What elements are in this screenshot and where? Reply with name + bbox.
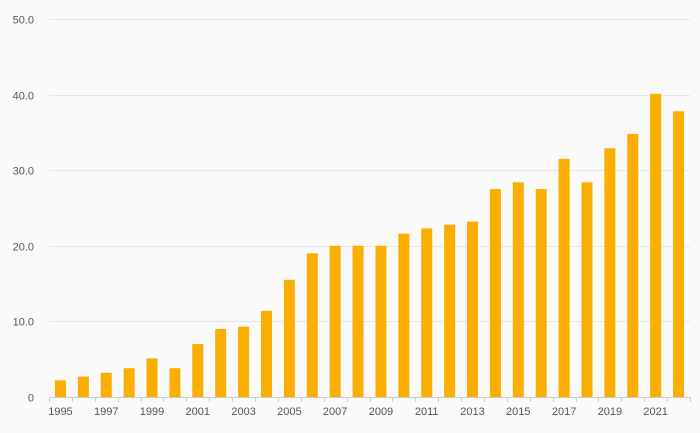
gridlines bbox=[49, 19, 690, 322]
y-tick-label: 40.0 bbox=[13, 91, 34, 103]
bar bbox=[306, 253, 318, 397]
y-tick-label: 30.0 bbox=[13, 166, 34, 178]
bar bbox=[192, 344, 204, 397]
bar bbox=[169, 368, 181, 397]
x-tick-label: 2009 bbox=[369, 406, 393, 418]
x-axis bbox=[49, 397, 691, 402]
x-tick-label: 2001 bbox=[186, 406, 210, 418]
x-tick-label: 2015 bbox=[506, 406, 530, 418]
x-tick-label: 2021 bbox=[643, 406, 667, 418]
x-tick-label: 2017 bbox=[552, 406, 576, 418]
y-tick-label: 10.0 bbox=[13, 317, 34, 329]
bar bbox=[673, 111, 685, 397]
x-tick-label: 1997 bbox=[94, 406, 118, 418]
y-tick-label: 0 bbox=[28, 393, 34, 405]
bar bbox=[146, 358, 158, 397]
x-tick-label: 2003 bbox=[231, 406, 255, 418]
bar bbox=[604, 148, 616, 397]
bar bbox=[398, 233, 410, 397]
x-tick-label: 1995 bbox=[48, 406, 72, 418]
bar bbox=[260, 310, 272, 397]
bar bbox=[54, 380, 66, 397]
bar bbox=[329, 245, 341, 397]
x-tick-label: 1999 bbox=[140, 406, 164, 418]
bar bbox=[123, 368, 135, 397]
bar bbox=[100, 372, 112, 397]
x-axis-labels: 1995 1997 1999 2001 2003 2005 2007 2009 2011 2013… bbox=[48, 406, 668, 418]
bars bbox=[54, 93, 685, 397]
y-tick-label: 50.0 bbox=[13, 15, 34, 27]
bar bbox=[467, 221, 479, 397]
bar bbox=[77, 376, 89, 397]
x-tick-label: 2005 bbox=[277, 406, 301, 418]
x-tick-label: 2013 bbox=[460, 406, 484, 418]
bar bbox=[581, 182, 593, 397]
bar bbox=[512, 182, 524, 397]
bar bbox=[535, 189, 547, 397]
bar bbox=[283, 279, 295, 397]
x-tick-label: 2011 bbox=[415, 406, 439, 418]
bar bbox=[558, 158, 570, 397]
x-tick-label: 2007 bbox=[323, 406, 347, 418]
bar bbox=[375, 245, 387, 397]
bar bbox=[421, 228, 433, 397]
y-axis-labels: 0 10.0 20.0 30.0 40.0 50.0 bbox=[13, 15, 34, 405]
bar bbox=[444, 224, 456, 397]
x-tick-label: 2019 bbox=[598, 406, 622, 418]
bar bbox=[352, 245, 364, 397]
bar bbox=[238, 326, 250, 397]
bar bbox=[215, 328, 227, 397]
y-tick-label: 20.0 bbox=[13, 242, 34, 254]
bar bbox=[489, 189, 501, 397]
bar bbox=[650, 93, 662, 397]
bar bbox=[627, 133, 639, 397]
